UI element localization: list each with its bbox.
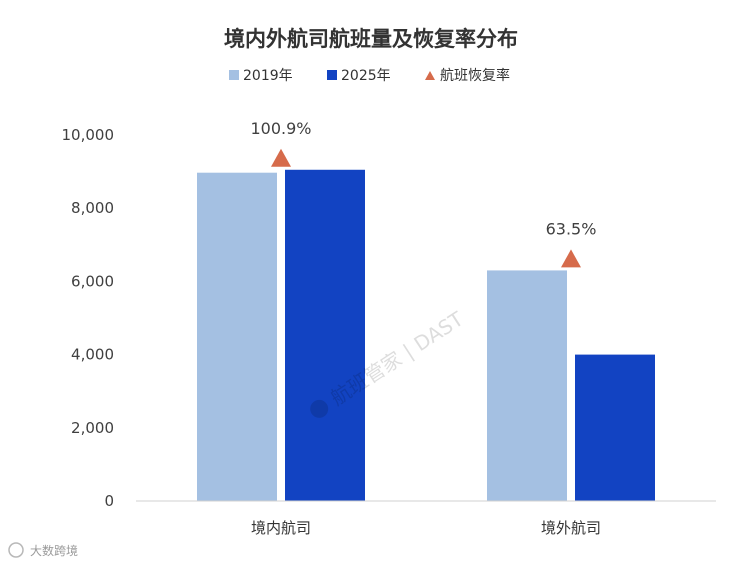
- legend-swatch-2019: [229, 70, 239, 80]
- legend-swatch-2025: [327, 70, 337, 80]
- recovery-marker-triangle: [561, 249, 581, 268]
- source-logo-icon: [8, 542, 24, 558]
- source-text: 大数跨境: [30, 543, 78, 558]
- y-axis: 0 2,000 4,000 6,000 8,000 10,000: [62, 126, 115, 510]
- legend-label-recovery: 航班恢复率: [440, 67, 510, 84]
- recovery-marker-triangle: [271, 148, 291, 167]
- y-tick-label: 0: [104, 492, 114, 510]
- bar-2019-0: [197, 172, 277, 501]
- legend-triangle-icon: [425, 71, 435, 80]
- y-tick-label: 2,000: [71, 419, 114, 437]
- source-mark: 大数跨境: [8, 542, 78, 558]
- legend-label-2019: 2019年: [243, 68, 293, 84]
- y-tick-label: 6,000: [71, 272, 114, 290]
- category-label: 境外航司: [541, 519, 601, 537]
- legend-label-2025: 2025年: [341, 68, 391, 84]
- chart-title: 境内外航司航班量及恢复率分布: [224, 27, 518, 51]
- category-label: 境内航司: [251, 519, 311, 537]
- y-tick-label: 10,000: [62, 126, 115, 144]
- legend: 2019年 2025年 航班恢复率: [229, 67, 510, 84]
- y-tick-label: 4,000: [71, 346, 114, 364]
- recovery-rate-label: 100.9%: [250, 119, 311, 138]
- bar-2019-1: [487, 270, 567, 501]
- bars: 境内航司 境外航司: [197, 169, 655, 537]
- watermark-logo-icon: [310, 399, 329, 418]
- y-tick-label: 8,000: [71, 199, 114, 217]
- recovery-rate-label: 63.5%: [546, 219, 597, 238]
- recovery-markers: 100.9% 63.5%: [250, 119, 596, 268]
- bar-2025-0: [285, 169, 365, 501]
- bar-2025-1: [575, 354, 655, 501]
